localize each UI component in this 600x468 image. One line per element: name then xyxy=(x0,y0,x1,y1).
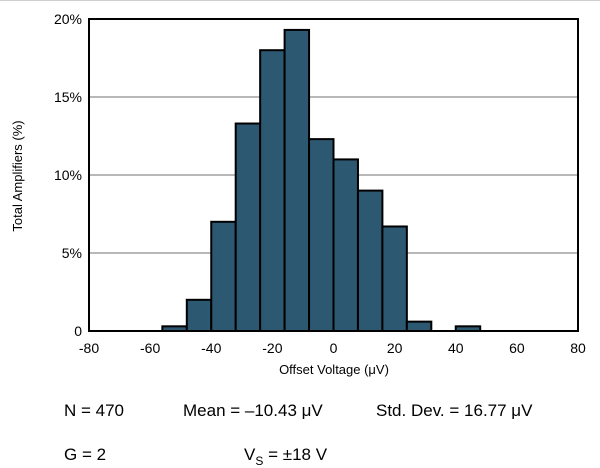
histogram-bar xyxy=(259,49,286,332)
histogram-bar xyxy=(234,122,262,332)
histogram-bar xyxy=(405,320,433,333)
histogram-bar xyxy=(332,158,359,332)
supply-voltage-value: = ±18 V xyxy=(263,445,328,464)
x-tick-label: 80 xyxy=(570,340,586,356)
mean-value: Mean = –10.43 μV xyxy=(183,401,323,420)
top-rule xyxy=(0,0,600,1)
x-tick-labels: -80 -60 -40 -20 0 20 40 60 80 xyxy=(79,340,586,356)
x-tick-label: 0 xyxy=(330,340,338,356)
x-tick-label: 20 xyxy=(387,340,403,356)
histogram-bar xyxy=(356,189,384,332)
y-tick-label: 0 xyxy=(74,323,82,339)
x-axis-title: Offset Voltage (μV) xyxy=(279,362,389,377)
x-tick-label: -40 xyxy=(201,340,221,356)
y-tick-labels: 0 5% 10% 15% 20% xyxy=(54,11,82,339)
x-tick-label: 40 xyxy=(448,340,464,356)
sample-count: N = 470 xyxy=(64,401,125,420)
histogram-bar xyxy=(210,220,237,332)
plot-frame xyxy=(88,18,579,332)
histogram-bar xyxy=(283,28,311,332)
supply-voltage-symbol: V xyxy=(244,445,256,464)
y-tick-label: 20% xyxy=(54,11,82,27)
histogram-bars xyxy=(161,28,482,333)
supply-voltage-subscript: S xyxy=(255,454,264,468)
histogram-bar xyxy=(185,298,213,332)
y-tick-label: 15% xyxy=(54,89,82,105)
histogram-bar xyxy=(308,138,335,332)
offset-voltage-histogram: 0 5% 10% 15% 20% -80 -60 -40 -20 0 20 40 60 80 Total… xyxy=(10,11,586,377)
y-tick-label: 10% xyxy=(54,167,82,183)
y-axis-title: Total Amplifiers (%) xyxy=(10,120,25,231)
x-tick-label: 60 xyxy=(509,340,525,356)
gain-value: G = 2 xyxy=(64,445,107,464)
y-tick-label: 5% xyxy=(62,245,82,261)
histogram-bar xyxy=(381,225,408,332)
x-tick-label: -80 xyxy=(79,340,99,356)
x-tick-label: -60 xyxy=(140,340,160,356)
x-tick-label: -20 xyxy=(262,340,282,356)
std-dev-value: Std. Dev. = 16.77 μV xyxy=(376,401,533,420)
supply-voltage: VS = ±18 V xyxy=(244,445,328,468)
